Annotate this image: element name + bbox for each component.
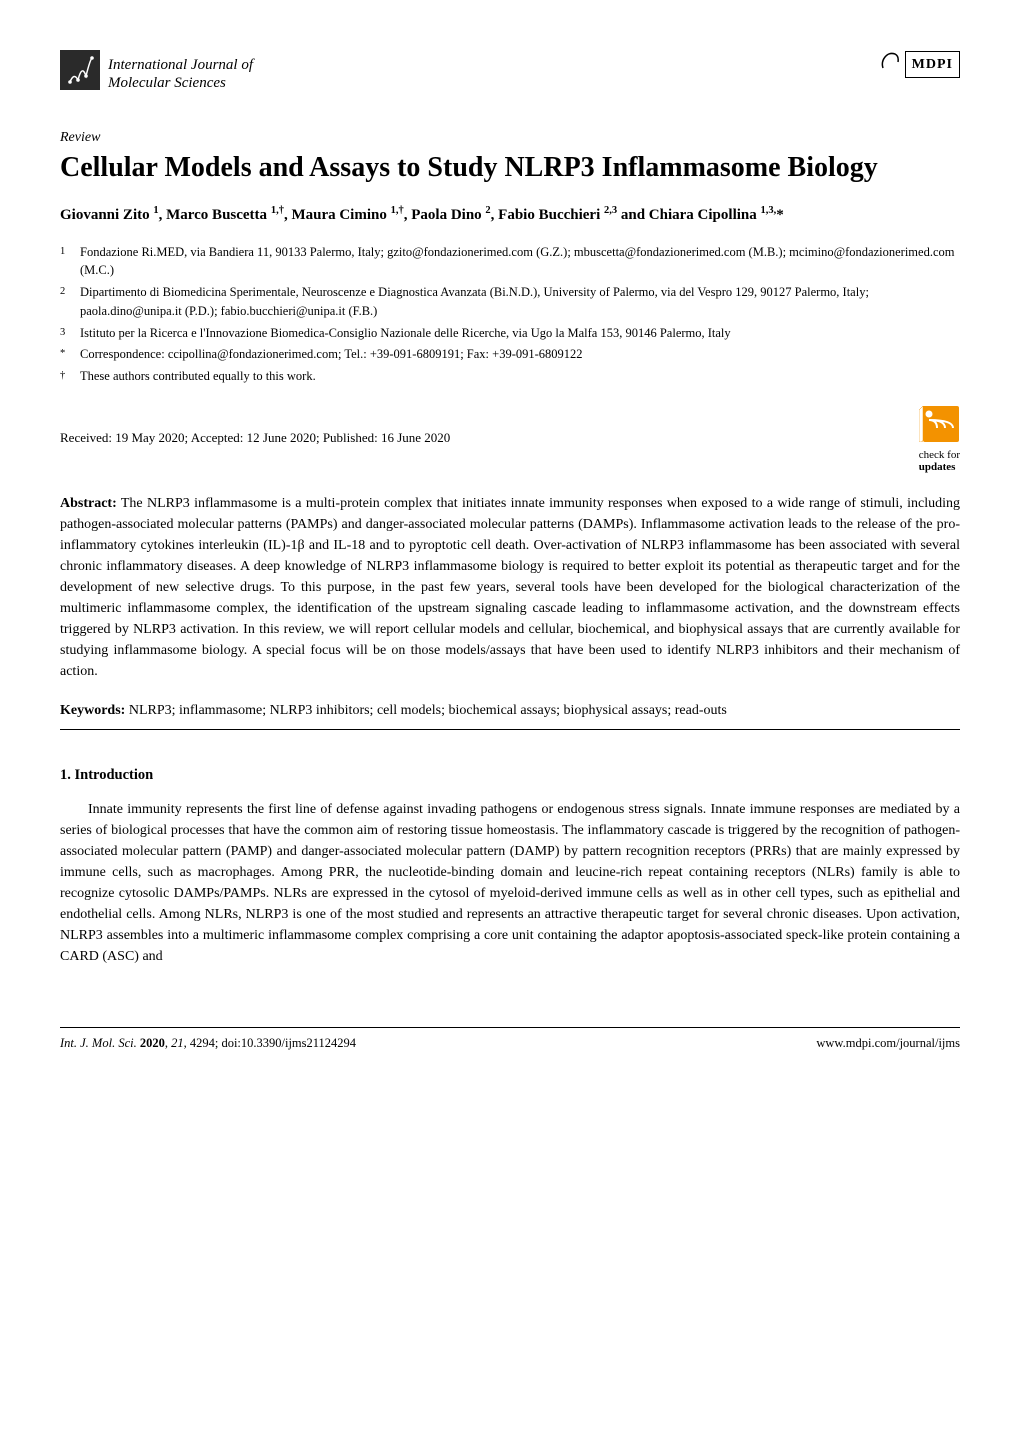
affiliation-item: 3 Istituto per la Ricerca e l'Innovazion… <box>60 324 960 343</box>
journal-name: International Journal of Molecular Scien… <box>108 56 253 92</box>
affiliation-text: These authors contributed equally to thi… <box>80 367 316 386</box>
affiliation-text: Fondazione Ri.MED, via Bandiera 11, 9013… <box>80 243 960 281</box>
authors-line: Giovanni Zito 1, Marco Buscetta 1,†, Mau… <box>60 203 960 227</box>
keywords-divider <box>60 729 960 730</box>
check-updates-icon <box>919 402 959 448</box>
footer-citation: Int. J. Mol. Sci. 2020, 21, 4294; doi:10… <box>60 1034 356 1053</box>
publisher-name: MDPI <box>905 51 960 78</box>
abstract-block: Abstract: The NLRP3 inflammasome is a mu… <box>60 493 960 682</box>
keywords-text: NLRP3; inflammasome; NLRP3 inhibitors; c… <box>129 703 727 718</box>
abstract-label: Abstract: <box>60 496 117 511</box>
footer-url: www.mdpi.com/journal/ijms <box>816 1034 960 1053</box>
affiliation-item: 1 Fondazione Ri.MED, via Bandiera 11, 90… <box>60 243 960 281</box>
affiliations-block: 1 Fondazione Ri.MED, via Bandiera 11, 90… <box>60 243 960 386</box>
affiliation-text: Dipartimento di Biomedicina Sperimentale… <box>80 283 960 321</box>
section-heading: 1. Introduction <box>60 765 960 787</box>
keywords-block: Keywords: NLRP3; inflammasome; NLRP3 inh… <box>60 700 960 721</box>
affiliation-marker: 2 <box>60 283 80 321</box>
check-updates-badge[interactable]: check forupdates <box>919 402 960 474</box>
article-type: Review <box>60 127 960 148</box>
affiliation-text: Correspondence: ccipollina@fondazionerim… <box>80 345 583 364</box>
article-title: Cellular Models and Assays to Study NLRP… <box>60 150 960 185</box>
affiliation-marker: 3 <box>60 324 80 343</box>
journal-logo-icon <box>60 50 100 97</box>
affiliation-item: † These authors contributed equally to t… <box>60 367 960 386</box>
body-paragraph: Innate immunity represents the first lin… <box>60 799 960 967</box>
check-updates-label: check forupdates <box>919 449 960 473</box>
header-row: International Journal of Molecular Scien… <box>60 50 960 97</box>
publication-dates: Received: 19 May 2020; Accepted: 12 June… <box>60 428 450 448</box>
keywords-label: Keywords: <box>60 703 125 718</box>
publisher-logo-block: MDPI <box>879 50 960 79</box>
affiliation-item: * Correspondence: ccipollina@fondazioner… <box>60 345 960 364</box>
affiliation-marker: † <box>60 367 80 386</box>
page-footer: Int. J. Mol. Sci. 2020, 21, 4294; doi:10… <box>60 1027 960 1053</box>
dates-row: Received: 19 May 2020; Accepted: 12 June… <box>60 402 960 474</box>
journal-logo-block: International Journal of Molecular Scien… <box>60 50 253 97</box>
affiliation-item: 2 Dipartimento di Biomedicina Sperimenta… <box>60 283 960 321</box>
abstract-text: The NLRP3 inflammasome is a multi-protei… <box>60 496 960 679</box>
affiliation-marker: * <box>60 345 80 364</box>
publisher-logo-icon <box>879 50 901 79</box>
affiliation-marker: 1 <box>60 243 80 281</box>
affiliation-text: Istituto per la Ricerca e l'Innovazione … <box>80 324 731 343</box>
